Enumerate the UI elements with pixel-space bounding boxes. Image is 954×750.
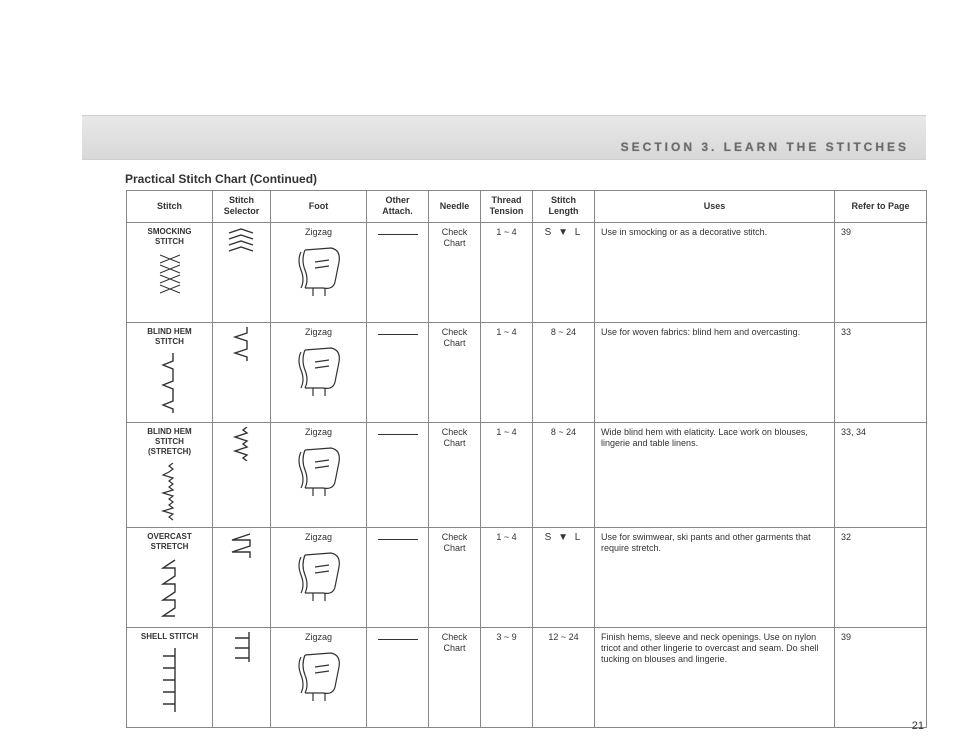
col-uses: Uses: [595, 191, 835, 223]
col-refer: Refer to Page: [835, 191, 927, 223]
selector-cell: [213, 527, 271, 627]
needle-cell: Check Chart: [429, 527, 481, 627]
selector-shell-icon: [229, 632, 255, 662]
needle-cell: Check Chart: [429, 322, 481, 422]
foot-cell: Zigzag: [271, 527, 367, 627]
length-cell: 12 ~ 24: [533, 627, 595, 727]
dash-icon: [378, 434, 418, 435]
col-foot: Foot: [271, 191, 367, 223]
tension-cell: 1 ~ 4: [481, 422, 533, 527]
stitch-chart-table: Stitch Stitch Selector Foot Other Attach…: [126, 190, 927, 728]
other-attach-cell: [367, 322, 429, 422]
length-cell: S ▼ L: [533, 527, 595, 627]
stitch-name-cell: BLIND HEM STITCH: [127, 322, 213, 422]
length-cell: 8 ~ 24: [533, 422, 595, 527]
shell-stitch-icon: [133, 648, 206, 712]
uses-cell: Use in smocking or as a decorative stitc…: [595, 222, 835, 322]
zigzag-foot-icon: [277, 647, 360, 703]
col-stitch: Stitch: [127, 191, 213, 223]
foot-label: Zigzag: [277, 227, 360, 238]
table-row: SHELL STITCH Zigzag: [127, 627, 927, 727]
stitch-name: SMOCKING STITCH: [133, 227, 206, 247]
overcast-stretch-icon: [133, 558, 206, 618]
needle-cell: Check Chart: [429, 422, 481, 527]
selector-blindhem-icon: [229, 327, 255, 361]
foot-cell: Zigzag: [271, 322, 367, 422]
selector-cell: [213, 322, 271, 422]
zigzag-foot-icon: [277, 442, 360, 498]
tension-cell: 1 ~ 4: [481, 527, 533, 627]
length-cell: S ▼ L: [533, 222, 595, 322]
tension-cell: 1 ~ 4: [481, 222, 533, 322]
page-number: 21: [912, 720, 924, 732]
foot-label: Zigzag: [277, 327, 360, 338]
other-attach-cell: [367, 627, 429, 727]
stitch-name: BLIND HEM STITCH (STRETCH): [133, 427, 206, 457]
blind-hem-stitch-icon: [133, 353, 206, 413]
other-attach-cell: [367, 422, 429, 527]
stitch-name: BLIND HEM STITCH: [133, 327, 206, 347]
table-row: BLIND HEM STITCH Zigzag: [127, 322, 927, 422]
page-cell: 33, 34: [835, 422, 927, 527]
uses-cell: Finish hems, sleeve and neck openings. U…: [595, 627, 835, 727]
col-other-attach: Other Attach.: [367, 191, 429, 223]
stitch-name-cell: SHELL STITCH: [127, 627, 213, 727]
stitch-name: OVERCAST STRETCH: [133, 532, 206, 552]
page-cell: 32: [835, 527, 927, 627]
table-row: BLIND HEM STITCH (STRETCH) Zigzag: [127, 422, 927, 527]
selector-cell: [213, 222, 271, 322]
selector-smocking-icon: [227, 227, 257, 253]
other-attach-cell: [367, 222, 429, 322]
stitch-name-cell: BLIND HEM STITCH (STRETCH): [127, 422, 213, 527]
needle-cell: Check Chart: [429, 627, 481, 727]
page-cell: 39: [835, 222, 927, 322]
table-header-row: Stitch Stitch Selector Foot Other Attach…: [127, 191, 927, 223]
col-length: Stitch Length: [533, 191, 595, 223]
dash-icon: [378, 539, 418, 540]
stitch-name-cell: OVERCAST STRETCH: [127, 527, 213, 627]
tension-cell: 3 ~ 9: [481, 627, 533, 727]
col-tension: Thread Tension: [481, 191, 533, 223]
foot-label: Zigzag: [277, 532, 360, 543]
dash-icon: [378, 234, 418, 235]
needle-cell: Check Chart: [429, 222, 481, 322]
selector-cell: [213, 627, 271, 727]
other-attach-cell: [367, 527, 429, 627]
foot-cell: Zigzag: [271, 422, 367, 527]
col-selector: Stitch Selector: [213, 191, 271, 223]
page-cell: 39: [835, 627, 927, 727]
zigzag-foot-icon: [277, 342, 360, 398]
dash-icon: [378, 334, 418, 335]
stitch-name: SHELL STITCH: [133, 632, 206, 642]
foot-label: Zigzag: [277, 632, 360, 643]
smocking-stitch-icon: [133, 253, 206, 303]
length-cell: 8 ~ 24: [533, 322, 595, 422]
uses-cell: Use for woven fabrics: blind hem and ove…: [595, 322, 835, 422]
page: SECTION 3. LEARN THE STITCHES Practical …: [0, 0, 954, 750]
foot-cell: Zigzag: [271, 627, 367, 727]
foot-label: Zigzag: [277, 427, 360, 438]
chart-title: Practical Stitch Chart (Continued): [125, 172, 317, 186]
col-needle: Needle: [429, 191, 481, 223]
tension-cell: 1 ~ 4: [481, 322, 533, 422]
table-row: OVERCAST STRETCH Zigzag: [127, 527, 927, 627]
selector-overcast-icon: [228, 532, 256, 560]
page-cell: 33: [835, 322, 927, 422]
dash-icon: [378, 639, 418, 640]
uses-cell: Use for swimwear, ski pants and other ga…: [595, 527, 835, 627]
stitch-name-cell: SMOCKING STITCH: [127, 222, 213, 322]
blind-hem-stretch-icon: [133, 463, 206, 523]
zigzag-foot-icon: [277, 242, 360, 298]
uses-cell: Wide blind hem with elaticity. Lace work…: [595, 422, 835, 527]
zigzag-foot-icon: [277, 547, 360, 603]
selector-blindhem-stretch-icon: [229, 427, 255, 461]
length-value: S ▼ L: [545, 227, 583, 238]
length-value: S ▼ L: [545, 532, 583, 543]
section-heading: SECTION 3. LEARN THE STITCHES: [621, 140, 909, 154]
foot-cell: Zigzag: [271, 222, 367, 322]
table-row: SMOCKING STITCH: [127, 222, 927, 322]
selector-cell: [213, 422, 271, 527]
